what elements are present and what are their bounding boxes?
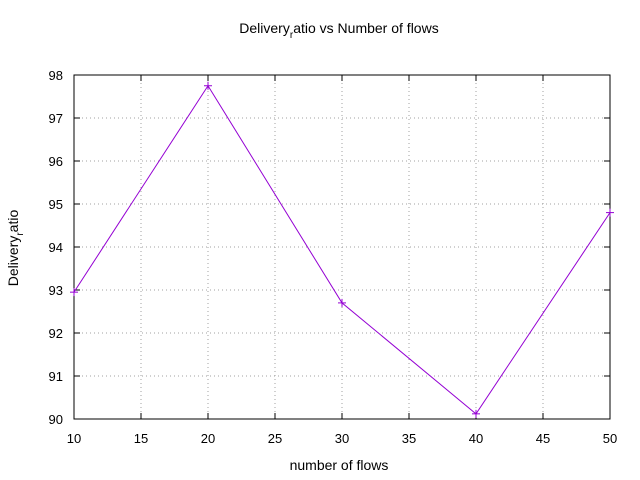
x-tick-label: 10 <box>67 431 81 446</box>
data-point-marker <box>70 288 78 297</box>
chart-title-suffix: atio vs Number of flows <box>293 20 439 36</box>
data-point-marker <box>606 208 614 217</box>
grid-lines <box>74 75 610 419</box>
chart-title-subscript: r <box>290 30 294 41</box>
x-tick-label: 25 <box>268 431 282 446</box>
y-tick-label: 94 <box>49 240 63 255</box>
y-tick-label: 92 <box>49 326 63 341</box>
x-tick-label: 30 <box>335 431 349 446</box>
axis-ticks: 10 15 20 25 30 35 40 45 50 90 91 92 93 94 95 96 97 98 <box>49 68 618 446</box>
x-tick-label: 50 <box>603 431 617 446</box>
y-tick-label: 97 <box>49 111 63 126</box>
x-tick-label: 35 <box>402 431 416 446</box>
data-point-marker <box>204 81 212 90</box>
y-axis-label-prefix: Delivery <box>5 236 21 287</box>
y-tick-label: 93 <box>49 283 63 298</box>
y-axis-label: Deliveryratio <box>5 210 26 287</box>
chart-title: Deliveryratio vs Number of flows <box>239 20 438 41</box>
y-axis-label-suffix: atio <box>5 210 21 233</box>
x-axis-label: number of flows <box>290 457 389 473</box>
data-point-marker <box>338 298 346 307</box>
y-tick-label: 96 <box>49 154 63 169</box>
x-tick-label: 40 <box>469 431 483 446</box>
chart-title-prefix: Delivery <box>239 20 290 36</box>
x-tick-label: 20 <box>201 431 215 446</box>
y-axis-label-subscript: r <box>15 232 26 236</box>
y-tick-label: 90 <box>49 412 63 427</box>
series-layer <box>70 81 614 418</box>
y-tick-label: 91 <box>49 369 63 384</box>
y-tick-label: 98 <box>49 68 63 83</box>
y-tick-label: 95 <box>49 197 63 212</box>
data-point-marker <box>472 409 480 418</box>
x-tick-label: 45 <box>536 431 550 446</box>
x-tick-label: 15 <box>134 431 148 446</box>
